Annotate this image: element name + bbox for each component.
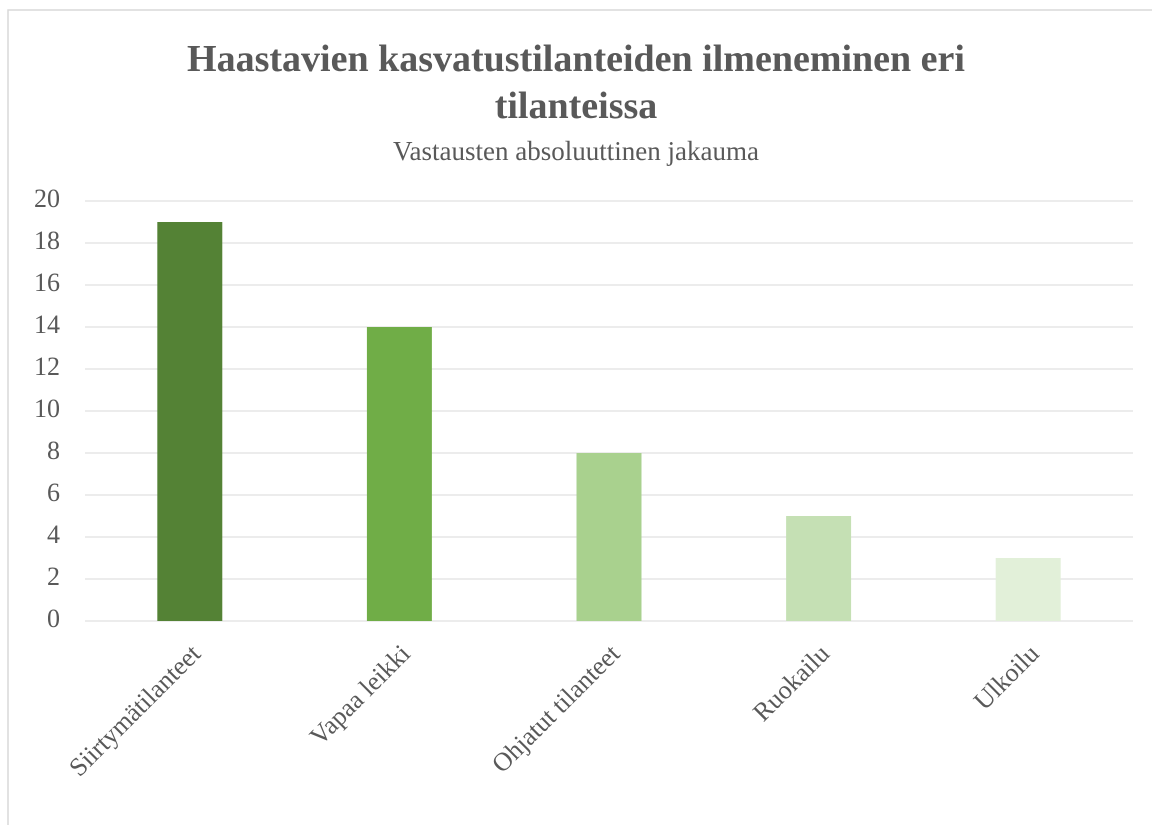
chart-title: Haastavien kasvatustilanteiden ilmenemin…	[187, 38, 965, 127]
bar	[157, 222, 223, 621]
bar	[366, 327, 432, 621]
y-tick-label: 0	[47, 604, 60, 633]
y-tick-label: 14	[34, 310, 60, 339]
y-tick-label: 10	[34, 394, 60, 423]
bar	[576, 453, 642, 621]
y-tick-label: 2	[47, 562, 60, 591]
y-tick-label: 18	[34, 226, 60, 255]
y-tick-label: 20	[34, 184, 60, 213]
y-tick-label: 4	[47, 520, 60, 549]
y-tick-label: 12	[34, 352, 60, 381]
bar	[995, 558, 1061, 621]
y-tick-label: 6	[47, 478, 60, 507]
y-tick-label: 16	[34, 268, 60, 297]
y-tick-label: 8	[47, 436, 60, 465]
chart-subtitle: Vastausten absoluuttinen jakauma	[393, 136, 759, 166]
bar	[786, 516, 852, 621]
